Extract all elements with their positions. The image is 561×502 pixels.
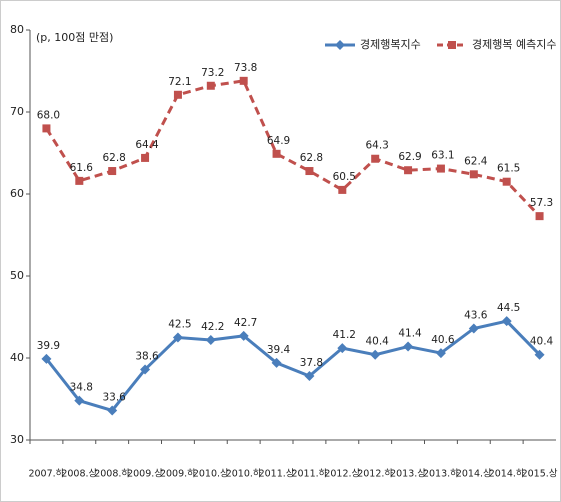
x-tick-label: 2015.상: [522, 469, 558, 480]
value-label: 64.4: [135, 139, 159, 151]
point-marker: [206, 81, 215, 90]
value-label: 63.1: [431, 150, 454, 162]
x-tick-label: 2009.하: [160, 468, 196, 480]
point-marker: [108, 167, 117, 176]
point-marker: [468, 323, 479, 334]
value-label: 73.2: [201, 67, 224, 79]
point-marker: [502, 177, 511, 186]
point-marker: [534, 349, 545, 360]
value-label: 62.8: [300, 152, 323, 164]
point-marker: [469, 170, 478, 179]
legend-marker: [335, 40, 345, 50]
series-line: [45, 319, 541, 413]
point-marker: [338, 185, 347, 194]
value-label: 43.6: [464, 309, 488, 321]
value-label: 61.6: [70, 162, 94, 174]
point-marker: [435, 348, 446, 359]
value-label: 40.6: [431, 334, 455, 346]
value-label: 61.5: [497, 163, 520, 175]
legend-label: 경제행복지수: [360, 38, 421, 51]
x-tick-label: 2013.상: [390, 469, 426, 480]
point-marker: [173, 90, 182, 99]
point-marker: [305, 167, 314, 176]
point-marker: [501, 316, 512, 327]
value-label: 64.9: [267, 135, 290, 147]
value-label: 41.4: [398, 328, 422, 340]
x-tick-label: 2010.하: [226, 468, 262, 480]
point-marker: [272, 149, 281, 158]
x-tick-label: 2010.상: [193, 469, 229, 480]
x-tick-label: 2012.하: [357, 468, 393, 480]
series-line: [45, 79, 541, 218]
x-tick-label: 2007.하: [28, 468, 64, 480]
point-marker: [75, 176, 84, 185]
value-label: 68.0: [37, 109, 60, 121]
point-marker: [304, 371, 315, 382]
legend-marker: [448, 41, 456, 49]
point-marker: [205, 334, 216, 345]
value-label: 38.6: [135, 350, 159, 362]
value-label: 62.9: [398, 151, 421, 163]
value-label: 37.8: [300, 357, 323, 369]
x-tick-label: 2014.상: [456, 469, 492, 480]
point-marker: [403, 341, 414, 352]
y-tick-label: 60: [10, 187, 24, 200]
value-label: 34.8: [70, 382, 93, 394]
value-label: 39.4: [267, 344, 291, 356]
y-tick-label: 80: [10, 23, 24, 36]
point-marker: [172, 332, 183, 343]
y-tick-label: 70: [10, 105, 24, 118]
point-marker: [141, 153, 150, 162]
value-label: 33.6: [102, 391, 126, 403]
point-marker: [271, 357, 282, 368]
y-tick-label: 50: [10, 269, 24, 282]
value-label: 62.8: [102, 152, 125, 164]
legend-label: 경제행복 예측지수: [472, 38, 556, 51]
point-marker: [371, 154, 380, 163]
value-label: 57.3: [530, 197, 553, 209]
point-marker: [41, 353, 52, 364]
point-marker: [370, 349, 381, 360]
x-tick-label: 2012.상: [324, 469, 360, 480]
x-tick-label: 2008.상: [61, 469, 97, 480]
point-marker: [436, 164, 445, 173]
value-label: 44.5: [497, 302, 520, 314]
value-label: 40.4: [530, 336, 554, 348]
value-label: 64.3: [365, 140, 388, 152]
point-marker: [238, 330, 249, 341]
value-label: 62.4: [464, 155, 488, 167]
value-label: 39.9: [37, 340, 60, 352]
point-marker: [74, 395, 85, 406]
value-label: 72.1: [168, 76, 191, 88]
value-label: 42.2: [201, 321, 224, 333]
point-marker: [140, 364, 151, 375]
value-label: 40.4: [365, 336, 389, 348]
value-label: 42.5: [168, 319, 191, 331]
y-tick-label: 30: [10, 433, 24, 446]
value-label: 60.5: [333, 171, 356, 183]
unit-label: (p, 100점 만점): [36, 31, 113, 44]
point-marker: [239, 76, 248, 85]
x-tick-label: 2011.상: [259, 469, 295, 480]
y-tick-label: 40: [10, 351, 24, 364]
point-marker: [535, 212, 544, 221]
x-tick-label: 2009.상: [127, 469, 163, 480]
point-marker: [337, 343, 348, 354]
x-tick-label: 2008.하: [94, 468, 130, 480]
x-tick-label: 2014.하: [489, 468, 525, 480]
value-label: 73.8: [234, 62, 257, 74]
value-label: 42.7: [234, 317, 257, 329]
point-marker: [404, 166, 413, 175]
point-marker: [42, 124, 51, 133]
x-tick-label: 2011.하: [291, 468, 327, 480]
x-tick-label: 2013.하: [423, 468, 459, 480]
point-marker: [107, 405, 118, 416]
value-label: 41.2: [333, 329, 356, 341]
